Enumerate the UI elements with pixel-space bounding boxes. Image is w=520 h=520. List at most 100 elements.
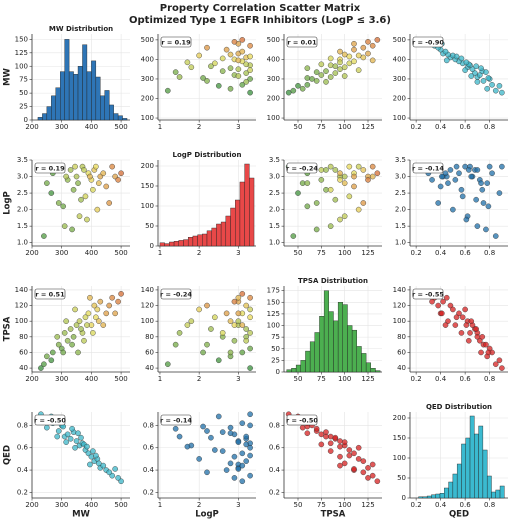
scatter-point — [346, 163, 353, 170]
histogram-bar — [439, 493, 445, 499]
histogram-bar — [478, 425, 484, 499]
scatter-point — [247, 306, 253, 313]
scatter-point — [239, 37, 246, 43]
scatter-point — [106, 469, 113, 476]
y-tick-label: 0 — [276, 368, 280, 376]
scatter-point — [118, 291, 124, 297]
scatter-point — [87, 294, 93, 301]
scatter-point — [76, 213, 83, 220]
x-tick-label: 75 — [317, 123, 326, 131]
scatter-point — [243, 337, 249, 344]
scatter-point — [365, 475, 371, 481]
scatter-point — [351, 173, 357, 180]
scatter-point — [295, 190, 301, 196]
scatter-point — [219, 55, 226, 62]
histogram-bar — [337, 302, 343, 373]
y-tick-label: 60 — [397, 348, 406, 356]
y-tick-label: 40 — [145, 364, 154, 372]
scatter-point — [63, 173, 69, 180]
scatter-point — [341, 64, 348, 71]
scatter-point — [463, 322, 470, 328]
scatter-point — [351, 450, 357, 457]
scatter-point — [299, 180, 306, 186]
x-tick-label: 200 — [25, 375, 38, 383]
correlation-box — [412, 288, 444, 300]
scatter-point — [227, 424, 234, 431]
scatter-point — [90, 186, 96, 193]
scatter-point — [231, 322, 238, 328]
scatter-point — [483, 341, 489, 348]
scatter-point — [327, 433, 334, 440]
x-tick-label: 50 — [294, 501, 303, 509]
scatter-point — [478, 180, 484, 186]
scatter-point — [227, 318, 234, 324]
histogram-bar — [300, 360, 306, 373]
y-tick-label: 150 — [393, 434, 406, 442]
scatter-point — [243, 326, 249, 332]
scatter-point — [496, 82, 503, 89]
histogram-bar — [220, 221, 227, 247]
scatter-point — [337, 170, 343, 177]
scatter-point — [323, 167, 329, 173]
x-tick-label: 100 — [338, 249, 351, 257]
y-tick-label: 100 — [15, 62, 28, 70]
scatter-point — [239, 82, 246, 88]
scatter-point — [44, 180, 50, 186]
y-tick-label: 0.8 — [143, 421, 154, 429]
scatter-point — [465, 337, 472, 344]
scatter-point — [486, 163, 493, 170]
scatter-point — [492, 233, 499, 239]
y-tick-label: 0.6 — [143, 444, 155, 452]
histogram-bar — [211, 227, 217, 247]
scatter-point — [304, 430, 311, 437]
histogram-bar — [235, 199, 241, 247]
scatter-point — [346, 53, 353, 60]
scatter-point — [81, 337, 87, 344]
histogram-bar — [95, 76, 101, 121]
correlation-label: r = 0.19 — [35, 165, 65, 173]
histogram-bar — [206, 230, 212, 247]
y-tick-label: 500 — [141, 36, 154, 44]
y-tick-label: 0.2 — [269, 488, 280, 496]
y-tick-label: 140 — [15, 286, 28, 294]
y-tick-label: 300 — [141, 75, 154, 83]
scatter-point — [55, 200, 62, 206]
scatter-point — [485, 349, 492, 356]
histogram-bar — [197, 234, 203, 247]
scatter-point — [239, 291, 246, 297]
scatter-point — [247, 314, 253, 321]
scatter-point — [188, 64, 195, 71]
scatter-point — [73, 173, 80, 180]
y-tick-label: 200 — [393, 95, 406, 103]
scatter-point — [452, 322, 459, 328]
scatter-point — [439, 173, 445, 180]
scatter-point — [442, 48, 449, 55]
x-tick-label: 0.8 — [484, 501, 495, 509]
histogram-bar — [375, 370, 381, 373]
scatter-point — [172, 69, 179, 75]
histogram-bar — [328, 311, 334, 373]
scatter-point — [374, 37, 381, 43]
y-tick-label: 0.6 — [269, 444, 281, 452]
histogram-bar — [370, 368, 376, 373]
histogram-bar — [435, 493, 441, 499]
y-tick-label: 120 — [393, 302, 406, 310]
correlation-badge: r = -0.90 — [412, 36, 444, 48]
scatter-point — [231, 475, 238, 481]
scatter-point — [332, 196, 339, 203]
scatter-point — [483, 226, 489, 233]
y-tick-label: 400 — [141, 55, 154, 63]
x-tick-label: 50 — [294, 123, 303, 131]
scatter-point — [351, 466, 357, 472]
y-tick-label: 25 — [19, 103, 28, 111]
histogram-bar — [474, 433, 479, 499]
correlation-badge: r = -0.24 — [286, 162, 318, 174]
histogram-bar — [244, 163, 250, 247]
scatter-point — [489, 170, 495, 177]
scatter-point — [341, 51, 348, 58]
scatter-point — [499, 89, 505, 96]
scatter-point — [112, 466, 118, 472]
scatter-point — [499, 365, 505, 371]
x-tick-label: 2 — [197, 501, 201, 509]
histogram-bar — [347, 325, 353, 373]
